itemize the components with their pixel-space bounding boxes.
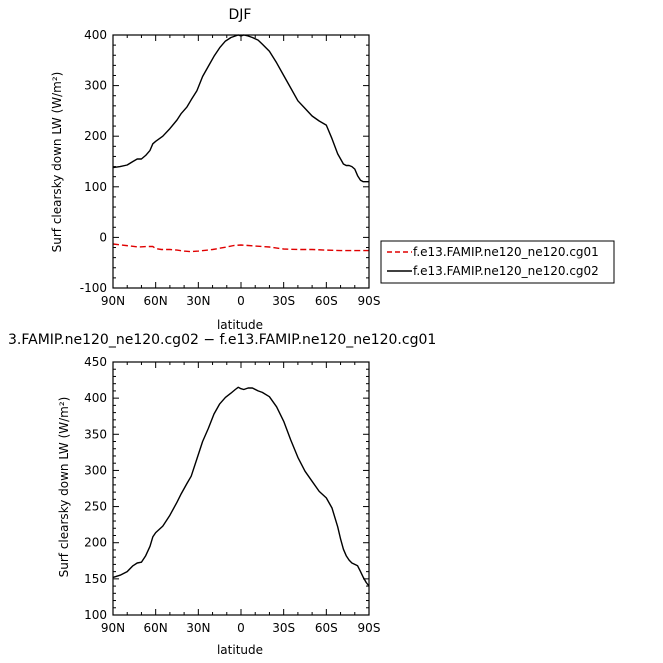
top-plot-frame <box>112 34 370 289</box>
y-tick-label: 300 <box>84 463 107 477</box>
y-tick-label: 300 <box>84 79 107 93</box>
bottom-x-axis-label: latitude <box>217 643 263 657</box>
x-tick-label: 30N <box>186 621 210 635</box>
y-tick-label: 250 <box>84 500 107 514</box>
series-line-cg02 <box>112 34 369 183</box>
y-tick-label: 0 <box>99 230 107 244</box>
legend-label-cg01: f.e13.FAMIP.ne120_ne120.cg01 <box>413 245 599 259</box>
top-panel-title: DJF <box>229 7 252 23</box>
y-tick-label: 450 <box>84 355 107 369</box>
bottom-panel-ticks <box>112 361 370 616</box>
x-tick-label: 30S <box>272 621 295 635</box>
top-panel-series <box>112 34 369 253</box>
x-tick-label: 30N <box>186 294 210 308</box>
x-tick-label: 0 <box>237 621 245 635</box>
y-tick-label: 100 <box>84 180 107 194</box>
bottom-panel-series <box>112 386 370 587</box>
top-panel-tick-labels: 90N 60N 30N 0 30S 60S 90S -100 0 100 200 300 400 <box>80 28 381 308</box>
y-tick-label: -100 <box>80 281 107 295</box>
y-tick-label: 200 <box>84 129 107 143</box>
legend-box <box>380 240 615 284</box>
y-tick-label: 400 <box>84 28 107 42</box>
bottom-panel: 3.FAMIP.ne120_ne120.cg02 − f.e13.FAMIP.n… <box>8 332 436 657</box>
legend-label-cg02: f.e13.FAMIP.ne120_ne120.cg02 <box>413 264 599 278</box>
top-x-axis-label: latitude <box>217 318 263 332</box>
series-line-cg01 <box>112 243 369 253</box>
x-tick-label: 60S <box>315 621 338 635</box>
x-tick-label: 90N <box>101 621 125 635</box>
bottom-panel-title: 3.FAMIP.ne120_ne120.cg02 − f.e13.FAMIP.n… <box>8 332 436 348</box>
top-y-axis-label: Surf clearsky down LW (W/m²) <box>50 72 64 253</box>
bottom-y-axis-label: Surf clearsky down LW (W/m²) <box>57 397 71 578</box>
x-tick-label: 60N <box>144 294 168 308</box>
x-tick-label: 60S <box>315 294 338 308</box>
x-tick-label: 90S <box>358 294 381 308</box>
x-tick-label: 90N <box>101 294 125 308</box>
bottom-panel-tick-labels: 90N 60N 30N 0 30S 60S 90S 100 150 200 250 300 350 400… <box>84 355 380 635</box>
y-tick-label: 150 <box>84 572 107 586</box>
x-tick-label: 0 <box>237 294 245 308</box>
y-tick-label: 100 <box>84 608 107 622</box>
bottom-plot-frame <box>112 361 370 616</box>
legend: f.e13.FAMIP.ne120_ne120.cg01 f.e13.FAMIP… <box>380 240 615 284</box>
series-line-difference <box>112 386 370 587</box>
x-tick-label: 60N <box>144 621 168 635</box>
y-tick-label: 200 <box>84 536 107 550</box>
top-panel: DJF Surf clearsky down LW (W/m²) latitud… <box>50 7 380 332</box>
y-tick-label: 400 <box>84 391 107 405</box>
y-tick-label: 350 <box>84 427 107 441</box>
x-tick-label: 90S <box>358 621 381 635</box>
x-tick-label: 30S <box>272 294 295 308</box>
